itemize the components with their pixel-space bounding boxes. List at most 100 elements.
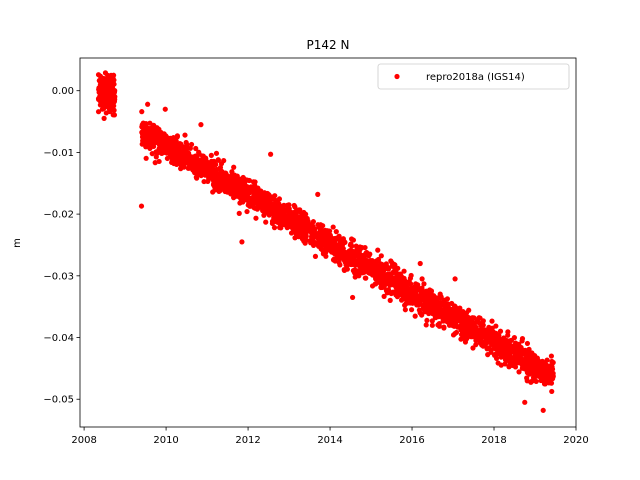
data-point [548, 353, 555, 359]
data-point [227, 177, 233, 183]
data-point [244, 208, 250, 215]
y-axis-label: m [12, 238, 23, 248]
data-point [145, 130, 151, 136]
data-point [377, 264, 383, 270]
data-point [201, 156, 208, 162]
data-point [342, 259, 348, 265]
data-point [411, 293, 418, 299]
data-point [493, 355, 500, 362]
data-point [507, 338, 513, 344]
data-point [143, 144, 149, 150]
data-point [159, 143, 165, 149]
legend-box [377, 63, 570, 90]
data-point [505, 332, 511, 338]
data-point [280, 203, 286, 209]
data-point [177, 142, 183, 148]
data-point [432, 303, 438, 309]
data-point [181, 164, 187, 170]
x-tick-label: 2020 [563, 435, 588, 446]
data-point [467, 332, 473, 338]
data-point [184, 142, 190, 148]
data-point [301, 222, 308, 228]
x-tick-label: 2014 [317, 435, 342, 446]
data-point [182, 132, 188, 138]
data-point [477, 315, 483, 321]
data-point [303, 233, 309, 239]
data-point [335, 249, 341, 256]
data-point [139, 129, 146, 135]
data-point [373, 276, 379, 282]
data-point [149, 151, 155, 157]
data-point [415, 300, 422, 307]
data-point [415, 282, 421, 288]
data-point [292, 204, 298, 210]
data-point [100, 84, 106, 90]
data-point [275, 207, 281, 214]
data-point [330, 257, 337, 263]
data-point [425, 297, 431, 303]
data-point [424, 317, 430, 324]
data-point [419, 276, 425, 282]
data-point [488, 349, 494, 355]
data-point [240, 199, 246, 205]
data-point [412, 313, 418, 319]
data-point [103, 110, 109, 116]
data-point [402, 302, 408, 308]
data-point [507, 361, 513, 367]
legend: repro2018a (IGS14) [377, 63, 570, 90]
data-point [335, 242, 341, 248]
data-point [362, 244, 368, 251]
data-point [329, 248, 335, 254]
data-point [238, 184, 244, 190]
data-point [519, 347, 525, 353]
data-point [294, 228, 300, 235]
data-point [110, 112, 116, 118]
data-point [215, 157, 221, 163]
data-point [206, 162, 213, 168]
data-point [448, 311, 455, 317]
data-point [102, 70, 109, 76]
data-point [222, 188, 228, 195]
data-point [401, 275, 407, 281]
data-point [294, 215, 300, 221]
data-point [397, 271, 403, 277]
data-point [519, 365, 525, 371]
data-point [402, 307, 408, 313]
data-point [510, 347, 516, 353]
data-point [145, 126, 151, 132]
data-point [385, 265, 392, 271]
data-point [329, 235, 335, 241]
data-point [532, 352, 538, 359]
data-point [462, 339, 469, 345]
data-point [95, 109, 102, 115]
data-point [419, 312, 425, 318]
data-point [231, 177, 238, 183]
data-point [255, 202, 261, 209]
data-point [139, 134, 146, 140]
data-point [293, 219, 300, 225]
data-point [139, 109, 145, 115]
data-point [453, 315, 459, 321]
data-point [514, 353, 521, 359]
data-point [457, 305, 463, 311]
data-point [239, 239, 245, 245]
data-point [524, 340, 531, 347]
data-point [173, 147, 179, 153]
data-point [429, 322, 435, 328]
data-point [325, 246, 331, 252]
data-point [529, 366, 535, 372]
data-point [393, 268, 399, 274]
data-point [473, 337, 479, 344]
data-point [411, 286, 417, 293]
data-point [433, 315, 439, 321]
data-point [444, 319, 450, 325]
data-point [437, 294, 443, 301]
data-point [154, 150, 161, 156]
data-point [303, 237, 309, 243]
data-point [425, 307, 431, 313]
data-point [151, 123, 157, 129]
data-point [408, 307, 415, 313]
data-point [384, 280, 390, 286]
data-point [540, 362, 546, 368]
data-point [387, 297, 393, 303]
